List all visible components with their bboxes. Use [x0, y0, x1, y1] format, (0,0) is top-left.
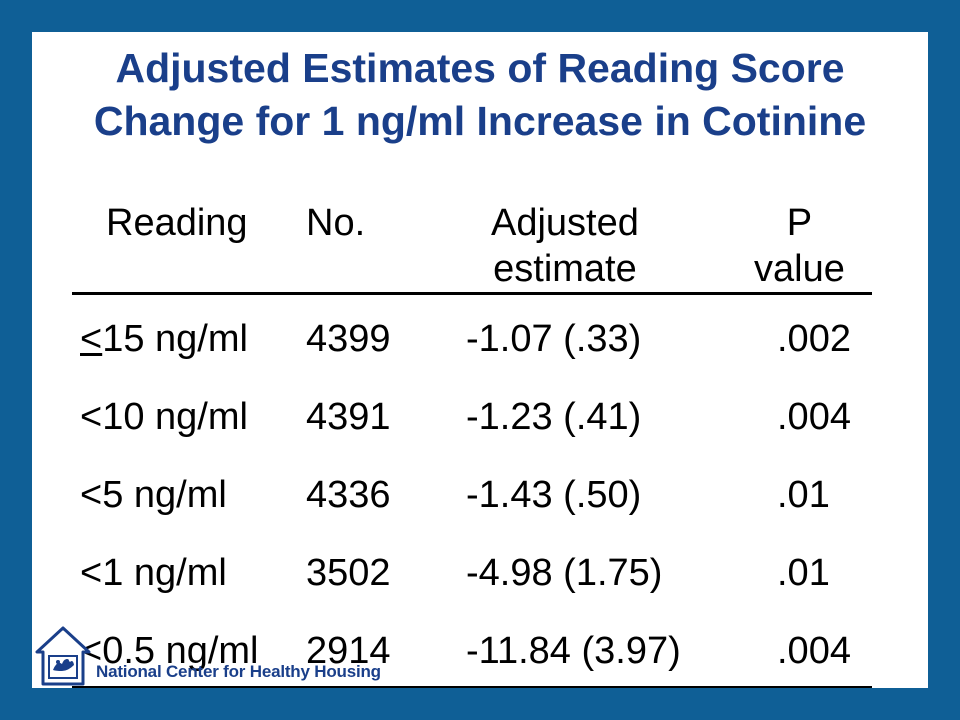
cell-reading: <0.5 ng/ml: [80, 630, 259, 672]
cell-p-value: .01: [777, 474, 830, 516]
table-row: <10 ng/ml 4391 -1.23 (.41) .004: [72, 372, 872, 450]
cell-no: 4391: [306, 396, 391, 438]
table-header: Reading No. Adjusted estimate P value: [72, 194, 872, 290]
reading-value: 15 ng/ml: [102, 318, 248, 360]
cell-estimate: -1.23 (.41): [466, 396, 642, 438]
cell-reading: <5 ng/ml: [80, 474, 227, 516]
table-row: <5 ng/ml 4336 -1.43 (.50) .01: [72, 450, 872, 528]
less-equal-symbol: <: [80, 318, 103, 360]
table-body: <15 ng/ml 4399 -1.07 (.33) .002 <10 ng/m…: [72, 294, 872, 684]
table-bottom-rule: [72, 686, 872, 688]
header-no: No.: [306, 202, 366, 244]
cell-estimate: -4.98 (1.75): [466, 552, 663, 594]
cell-no: 3502: [306, 552, 391, 594]
title-line-1: Adjusted Estimates of Reading Score: [115, 45, 845, 91]
cell-no: 4399: [306, 318, 391, 360]
house-with-hands-icon: [35, 626, 91, 686]
table-row: <0.5 ng/ml 2914 -11.84 (3.97) .004: [72, 606, 872, 684]
header-adjusted-estimate: Adjusted estimate: [491, 200, 639, 292]
slide-title: Adjusted Estimates of Reading Score Chan…: [32, 42, 928, 148]
title-line-2: Change for 1 ng/ml Increase in Cotinine: [93, 98, 867, 144]
cell-reading: <1 ng/ml: [80, 552, 227, 594]
header-estimate-line-2: estimate: [493, 248, 637, 290]
cell-estimate: -1.07 (.33): [466, 318, 642, 360]
org-name: National Center for Healthy Housing: [96, 662, 381, 681]
header-reading: Reading: [106, 202, 248, 244]
cell-p-value: .004: [777, 630, 851, 672]
table-row: <1 ng/ml 3502 -4.98 (1.75) .01: [72, 528, 872, 606]
cell-p-value: .01: [777, 552, 830, 594]
header-estimate-line-1: Adjusted: [491, 202, 639, 244]
slide: Adjusted Estimates of Reading Score Chan…: [32, 32, 928, 688]
header-rule: [72, 292, 872, 295]
table-row: <15 ng/ml 4399 -1.07 (.33) .002: [72, 294, 872, 372]
org-logo: National Center for Healthy Housing: [34, 626, 394, 686]
header-p-line-1: P: [786, 202, 813, 244]
cell-p-value: .002: [777, 318, 851, 360]
results-table: Reading No. Adjusted estimate P value <1…: [72, 194, 872, 672]
cell-p-value: .004: [777, 396, 851, 438]
header-p-value: P value: [754, 200, 845, 292]
cell-no: 4336: [306, 474, 391, 516]
cell-reading: <10 ng/ml: [80, 396, 248, 438]
cell-estimate: -11.84 (3.97): [466, 630, 681, 672]
cell-estimate: -1.43 (.50): [466, 474, 642, 516]
header-p-line-2: value: [754, 248, 845, 290]
cell-reading: <15 ng/ml: [80, 316, 248, 362]
cell-no: 2914: [306, 630, 391, 672]
